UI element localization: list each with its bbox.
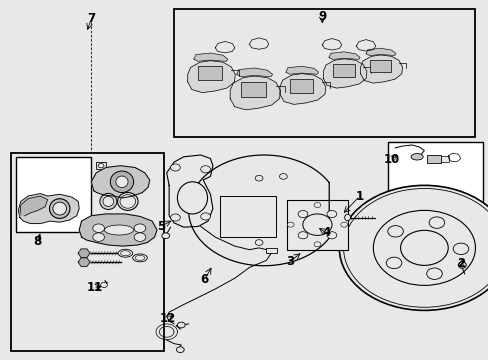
Circle shape (326, 211, 336, 217)
Ellipse shape (120, 195, 135, 208)
Polygon shape (360, 55, 402, 83)
Ellipse shape (100, 193, 117, 210)
Circle shape (93, 233, 104, 242)
Bar (387, 143, 482, 217)
Text: 6: 6 (200, 273, 208, 286)
Circle shape (400, 230, 447, 265)
Circle shape (98, 163, 104, 168)
Polygon shape (236, 68, 272, 77)
Polygon shape (78, 258, 90, 266)
Ellipse shape (49, 199, 70, 219)
Polygon shape (230, 76, 280, 110)
Text: 11: 11 (87, 281, 103, 294)
Bar (96, 162, 106, 169)
Polygon shape (279, 73, 325, 104)
Circle shape (134, 233, 145, 242)
Bar (198, 66, 222, 80)
Polygon shape (194, 53, 227, 61)
Text: 7: 7 (87, 12, 95, 25)
Circle shape (177, 322, 185, 328)
Polygon shape (78, 249, 90, 257)
Text: 2: 2 (456, 257, 465, 270)
Circle shape (302, 214, 331, 235)
Bar (289, 78, 312, 93)
Circle shape (134, 224, 145, 233)
Ellipse shape (135, 255, 144, 260)
Circle shape (340, 222, 347, 227)
Bar (16, 157, 91, 232)
Circle shape (428, 217, 444, 228)
Bar (11, 153, 164, 351)
Circle shape (372, 210, 474, 285)
Polygon shape (79, 214, 157, 246)
Ellipse shape (410, 154, 422, 160)
Bar (332, 64, 354, 77)
Bar (266, 248, 277, 253)
Circle shape (201, 213, 210, 220)
Text: 1: 1 (355, 190, 363, 203)
Circle shape (343, 189, 488, 307)
Bar (241, 81, 266, 97)
Circle shape (298, 211, 307, 217)
Polygon shape (323, 59, 366, 88)
Circle shape (386, 257, 401, 269)
Circle shape (93, 224, 104, 233)
Bar (174, 9, 474, 137)
Circle shape (287, 222, 293, 227)
Bar (99, 174, 106, 179)
Text: 10: 10 (383, 153, 399, 166)
Text: 5: 5 (157, 220, 164, 233)
Circle shape (101, 283, 107, 288)
Polygon shape (328, 52, 359, 59)
Circle shape (170, 164, 180, 171)
Polygon shape (91, 166, 149, 198)
Bar (287, 200, 347, 249)
Bar (441, 156, 448, 162)
Ellipse shape (177, 182, 207, 214)
Bar (369, 59, 390, 72)
Circle shape (176, 347, 184, 352)
Ellipse shape (132, 254, 147, 262)
Ellipse shape (110, 171, 133, 193)
Ellipse shape (344, 214, 350, 221)
Ellipse shape (120, 251, 130, 256)
Ellipse shape (53, 202, 66, 215)
Ellipse shape (116, 176, 128, 188)
Ellipse shape (104, 225, 133, 235)
Polygon shape (19, 194, 79, 224)
Ellipse shape (117, 193, 138, 210)
Text: 3: 3 (285, 255, 294, 268)
Circle shape (255, 175, 263, 181)
Circle shape (313, 203, 320, 207)
Ellipse shape (118, 249, 132, 257)
Circle shape (452, 243, 468, 255)
Circle shape (279, 174, 287, 179)
Polygon shape (20, 196, 47, 216)
Circle shape (387, 226, 403, 237)
Polygon shape (366, 48, 395, 55)
Text: 4: 4 (322, 226, 329, 239)
Polygon shape (285, 66, 318, 74)
Circle shape (162, 233, 169, 239)
Text: 12: 12 (159, 312, 176, 325)
Ellipse shape (458, 262, 465, 268)
Circle shape (313, 242, 320, 247)
Circle shape (201, 166, 210, 173)
Circle shape (298, 232, 307, 239)
Circle shape (339, 185, 488, 310)
Bar (220, 196, 276, 237)
Bar (426, 155, 441, 163)
Ellipse shape (103, 197, 114, 206)
Text: 8: 8 (33, 235, 41, 248)
Circle shape (426, 268, 441, 279)
Circle shape (326, 232, 336, 239)
Text: 9: 9 (318, 10, 326, 23)
Polygon shape (187, 61, 235, 93)
Circle shape (170, 214, 180, 221)
Circle shape (255, 240, 263, 246)
